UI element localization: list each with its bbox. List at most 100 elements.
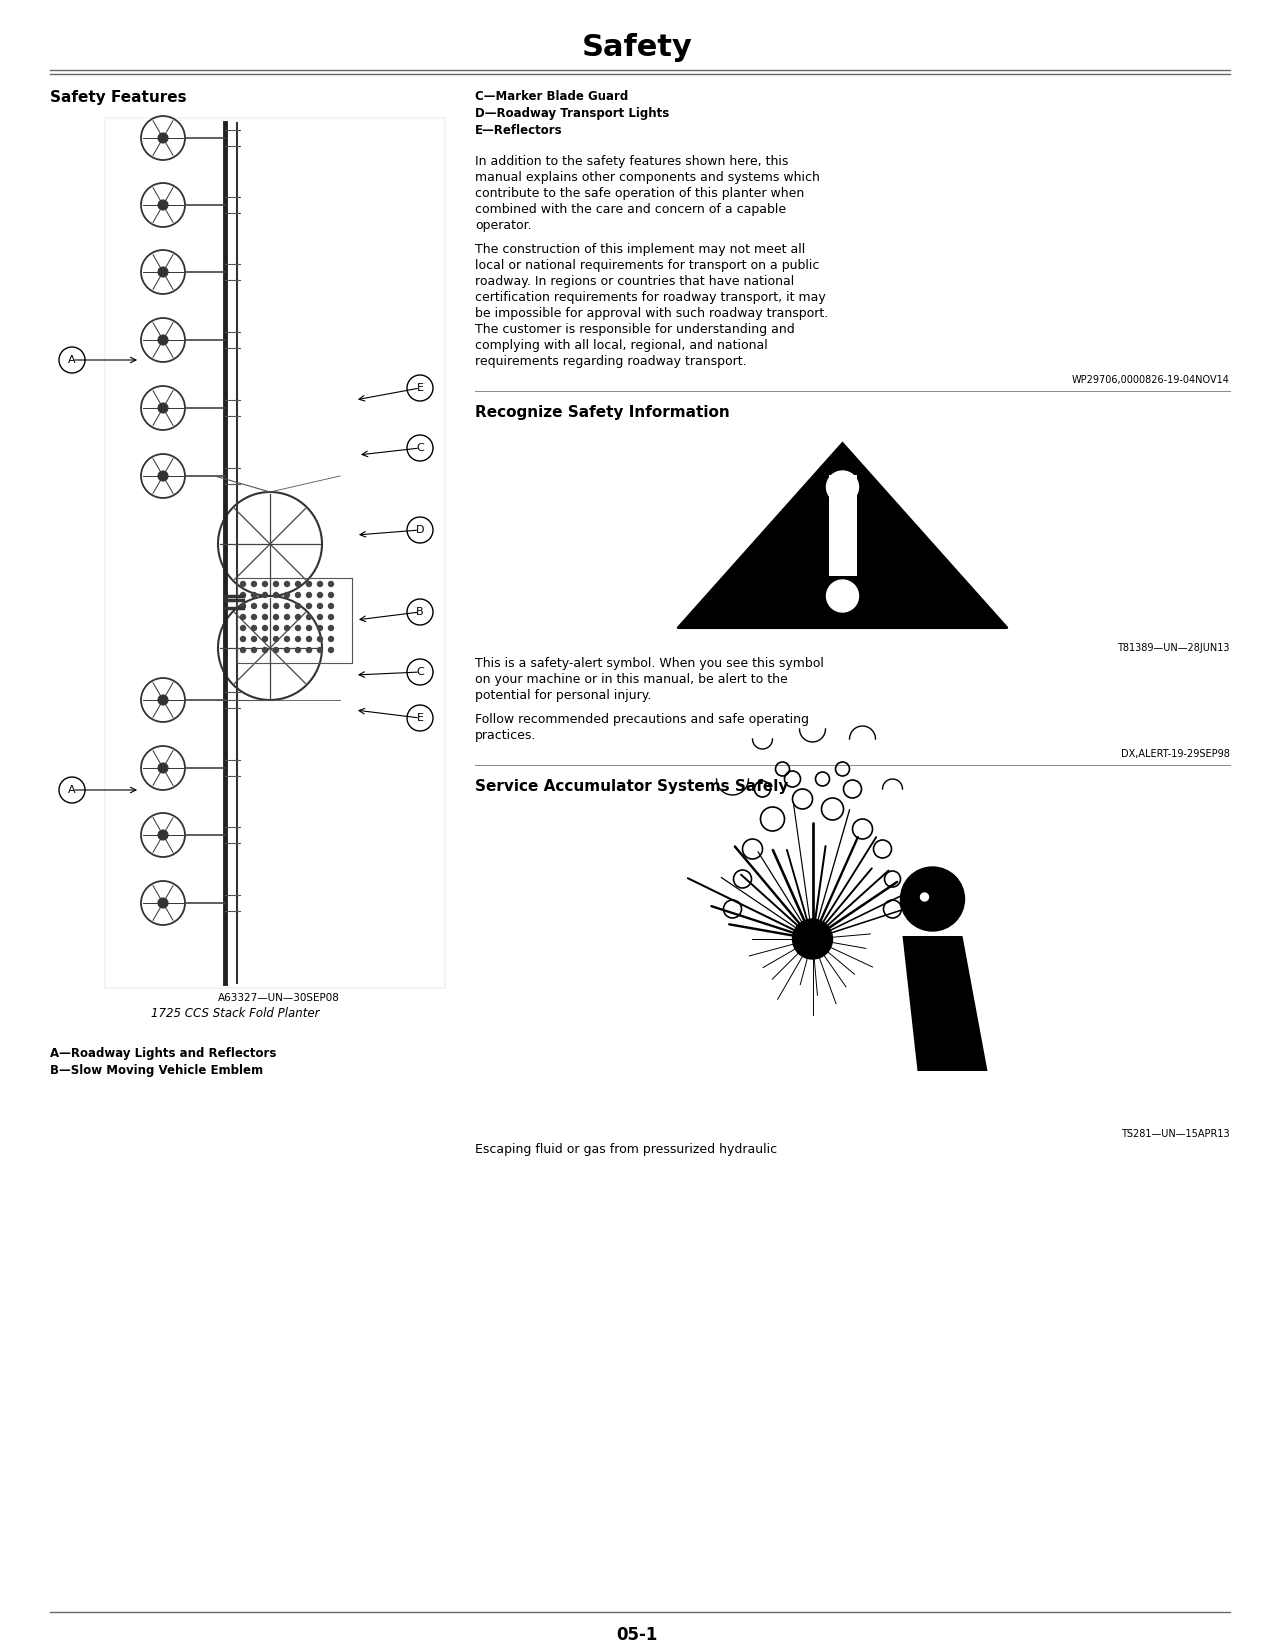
Circle shape — [251, 604, 256, 609]
Circle shape — [306, 647, 311, 652]
Circle shape — [317, 637, 323, 642]
Circle shape — [158, 335, 168, 345]
Circle shape — [158, 134, 168, 144]
Circle shape — [274, 604, 278, 609]
Circle shape — [296, 604, 301, 609]
Circle shape — [263, 637, 268, 642]
Circle shape — [251, 625, 256, 630]
Circle shape — [329, 581, 334, 586]
Circle shape — [158, 470, 168, 482]
Text: Escaping fluid or gas from pressurized hydraulic: Escaping fluid or gas from pressurized h… — [476, 1143, 778, 1157]
Text: The construction of this implement may not meet all: The construction of this implement may n… — [476, 243, 806, 256]
Text: A: A — [68, 355, 75, 365]
Circle shape — [251, 614, 256, 619]
Circle shape — [241, 581, 246, 586]
Circle shape — [284, 637, 289, 642]
Circle shape — [263, 614, 268, 619]
Text: 05-1: 05-1 — [616, 1625, 658, 1643]
Bar — [105, 119, 445, 988]
Circle shape — [826, 581, 858, 612]
Text: on your machine or in this manual, be alert to the: on your machine or in this manual, be al… — [476, 673, 788, 686]
Circle shape — [296, 637, 301, 642]
Text: DX,ALERT-19-29SEP98: DX,ALERT-19-29SEP98 — [1121, 749, 1230, 759]
Circle shape — [317, 604, 323, 609]
Text: 1725 CCS Stack Fold Planter: 1725 CCS Stack Fold Planter — [150, 1006, 319, 1020]
Text: complying with all local, regional, and national: complying with all local, regional, and … — [476, 338, 768, 351]
Text: In addition to the safety features shown here, this: In addition to the safety features shown… — [476, 155, 788, 168]
Text: local or national requirements for transport on a public: local or national requirements for trans… — [476, 259, 820, 272]
Circle shape — [158, 200, 168, 210]
Circle shape — [251, 647, 256, 652]
Circle shape — [329, 604, 334, 609]
Circle shape — [158, 762, 168, 772]
Polygon shape — [677, 442, 1007, 629]
Circle shape — [407, 436, 434, 460]
Polygon shape — [903, 936, 988, 1071]
Circle shape — [284, 614, 289, 619]
Circle shape — [263, 604, 268, 609]
Circle shape — [306, 637, 311, 642]
Circle shape — [158, 267, 168, 277]
Text: D: D — [416, 525, 425, 535]
Text: A: A — [68, 785, 75, 795]
Circle shape — [241, 604, 246, 609]
Text: C: C — [416, 667, 423, 676]
Text: B—Slow Moving Vehicle Emblem: B—Slow Moving Vehicle Emblem — [50, 1064, 263, 1077]
Text: This is a safety-alert symbol. When you see this symbol: This is a safety-alert symbol. When you … — [476, 657, 824, 670]
Circle shape — [793, 919, 833, 959]
Text: Safety Features: Safety Features — [50, 91, 186, 106]
Text: A63327—UN—30SEP08: A63327—UN—30SEP08 — [218, 993, 340, 1003]
Circle shape — [59, 777, 85, 804]
Text: The customer is responsible for understanding and: The customer is responsible for understa… — [476, 323, 794, 337]
Text: Recognize Safety Information: Recognize Safety Information — [476, 404, 729, 421]
Circle shape — [306, 614, 311, 619]
Circle shape — [251, 637, 256, 642]
Text: contribute to the safe operation of this planter when: contribute to the safe operation of this… — [476, 186, 805, 200]
Circle shape — [306, 581, 311, 586]
Circle shape — [274, 647, 278, 652]
Text: T81389—UN—28JUN13: T81389—UN—28JUN13 — [1117, 644, 1230, 653]
Text: practices.: practices. — [476, 729, 537, 742]
Text: E: E — [417, 383, 423, 393]
Circle shape — [296, 581, 301, 586]
Text: WP29706,0000826-19-04NOV14: WP29706,0000826-19-04NOV14 — [1072, 375, 1230, 384]
Circle shape — [826, 470, 858, 503]
Circle shape — [317, 581, 323, 586]
Circle shape — [158, 830, 168, 840]
Text: Follow recommended precautions and safe operating: Follow recommended precautions and safe … — [476, 713, 810, 726]
Circle shape — [407, 705, 434, 731]
Text: Safety: Safety — [581, 33, 692, 63]
Text: C: C — [416, 442, 423, 454]
Circle shape — [284, 592, 289, 597]
Circle shape — [158, 695, 168, 705]
Circle shape — [306, 625, 311, 630]
Circle shape — [284, 647, 289, 652]
Circle shape — [263, 625, 268, 630]
Circle shape — [274, 614, 278, 619]
Circle shape — [274, 592, 278, 597]
Circle shape — [274, 581, 278, 586]
Circle shape — [274, 625, 278, 630]
Circle shape — [241, 625, 246, 630]
Text: certification requirements for roadway transport, it may: certification requirements for roadway t… — [476, 290, 826, 304]
Text: be impossible for approval with such roadway transport.: be impossible for approval with such roa… — [476, 307, 829, 320]
Circle shape — [317, 592, 323, 597]
Circle shape — [59, 346, 85, 373]
Circle shape — [329, 647, 334, 652]
Circle shape — [317, 614, 323, 619]
Circle shape — [296, 614, 301, 619]
Circle shape — [158, 403, 168, 412]
Text: potential for personal injury.: potential for personal injury. — [476, 690, 652, 701]
Circle shape — [296, 592, 301, 597]
Text: combined with the care and concern of a capable: combined with the care and concern of a … — [476, 203, 787, 216]
Circle shape — [241, 592, 246, 597]
Circle shape — [407, 658, 434, 685]
Circle shape — [284, 625, 289, 630]
Circle shape — [274, 637, 278, 642]
Text: TS281—UN—15APR13: TS281—UN—15APR13 — [1122, 1129, 1230, 1138]
Circle shape — [263, 581, 268, 586]
Circle shape — [317, 625, 323, 630]
Text: manual explains other components and systems which: manual explains other components and sys… — [476, 172, 820, 185]
Circle shape — [251, 592, 256, 597]
Text: C—Marker Blade Guard: C—Marker Blade Guard — [476, 91, 629, 102]
